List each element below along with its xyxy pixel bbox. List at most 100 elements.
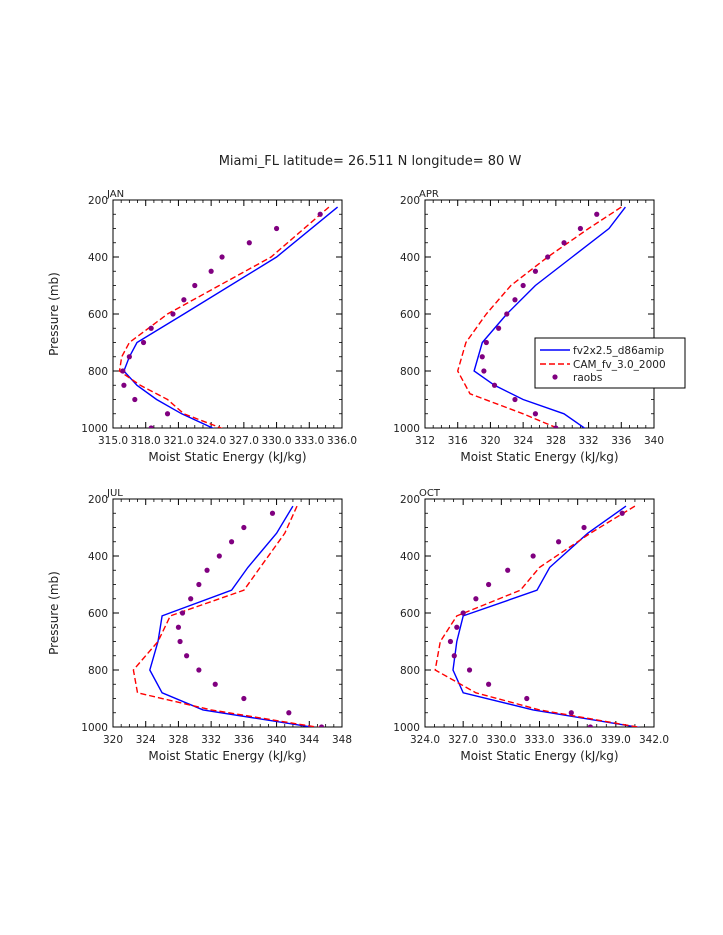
raob-point <box>545 254 551 260</box>
raob-point <box>121 382 127 388</box>
raob-point <box>451 653 457 659</box>
plot-frame-jan <box>112 199 343 429</box>
x-tick-label: 330.0 <box>486 734 516 746</box>
panel-jul: JUL 320 324 328 332 336 340 344 348 200 400 600 800 1… <box>47 488 352 763</box>
x-tick-label: 328 <box>546 435 566 447</box>
legend-label-raobs: raobs <box>573 372 602 384</box>
x-tick-label: 315.0 <box>98 435 128 447</box>
x-tick-label: 328 <box>168 734 188 746</box>
raob-point <box>126 354 132 360</box>
raob-point <box>241 524 247 531</box>
raob-point <box>192 282 198 289</box>
y-tick-label: 1000 <box>81 423 108 435</box>
x-tick-label: 332 <box>201 734 221 746</box>
raob-point <box>568 710 574 716</box>
raob-point <box>196 667 202 673</box>
legend-box <box>534 337 686 389</box>
raob-point <box>594 211 600 217</box>
x-tick-label: 316 <box>448 435 468 447</box>
raob-point <box>208 268 214 274</box>
y-tick-label: 400 <box>400 551 420 563</box>
series-line-fv2x2-5-d86amip <box>123 206 339 428</box>
raob-point <box>318 724 325 727</box>
series-line-cam-fv-3-0-2000 <box>118 206 330 428</box>
series-line-cam-fv-3-0-2000 <box>434 505 642 727</box>
x-tick-label: 318.0 <box>131 435 161 447</box>
raob-point <box>481 368 487 374</box>
plot-area-jul <box>132 505 325 727</box>
x-tick-label: 333.0 <box>294 435 324 447</box>
raob-point <box>196 581 202 588</box>
raob-point <box>473 596 479 602</box>
y-tick-label: 1000 <box>393 722 420 734</box>
y-axis-title-jan: Pressure (mb) <box>47 272 61 356</box>
raob-point <box>216 553 222 559</box>
x-axis-title-jul: Moist Static Energy (kJ/kg) <box>148 749 306 763</box>
y-tick-label: 800 <box>400 665 420 677</box>
series-line-cam-fv-3-0-2000 <box>456 206 622 428</box>
x-tick-label: 327.0 <box>448 734 478 746</box>
raob-point <box>486 681 492 687</box>
plot-area-oct <box>434 505 642 727</box>
plot-frame-oct <box>424 498 655 728</box>
x-tick-label: 330.0 <box>262 435 292 447</box>
raob-point <box>553 425 559 428</box>
x-tick-label: 336 <box>234 734 254 746</box>
raob-point <box>520 282 526 289</box>
x-tick-label: 324.0 <box>410 734 440 746</box>
x-tick-label: 321.0 <box>163 435 193 447</box>
raob-point <box>170 311 176 317</box>
raob-point <box>177 638 183 645</box>
raob-point <box>273 225 280 232</box>
figure-title: Miami_FL latitude= 26.511 N longitude= 8… <box>219 154 522 169</box>
panel-oct: OCT 324.0 327.0 330.0 333.0 336.0 339.0 342.0 20… <box>393 488 669 763</box>
x-tick-label: 324 <box>513 435 533 447</box>
raob-point <box>447 638 454 645</box>
raob-point <box>212 681 218 687</box>
x-tick-label: 336.0 <box>563 734 593 746</box>
raob-point <box>483 339 489 346</box>
raob-point <box>175 624 182 630</box>
x-tick-label: 340 <box>267 734 287 746</box>
x-tick-label: 324 <box>136 734 156 746</box>
x-tick-label: 327.0 <box>229 435 259 447</box>
raob-point <box>148 425 154 428</box>
legend-swatch-raobs <box>552 374 558 380</box>
raob-point <box>587 724 593 727</box>
x-tick-label: 339.0 <box>601 734 631 746</box>
y-axis-title-jul: Pressure (mb) <box>47 571 61 655</box>
raob-point <box>512 396 518 403</box>
series-line-fv2x2-5-d86amip <box>473 206 626 428</box>
raob-point <box>460 610 466 616</box>
plot-area-apr <box>456 206 626 428</box>
raob-point <box>619 510 625 516</box>
raob-point <box>317 211 323 217</box>
series-line-cam-fv-3-0-2000 <box>132 505 321 727</box>
x-tick-label: 340 <box>644 435 664 447</box>
raob-point <box>496 325 502 331</box>
y-tick-label: 800 <box>88 665 108 677</box>
x-axis-title-oct: Moist Static Energy (kJ/kg) <box>460 749 618 763</box>
raob-point <box>505 567 511 573</box>
x-tick-label: 333.0 <box>524 734 554 746</box>
raob-point <box>269 510 276 516</box>
raob-point <box>561 240 567 246</box>
raob-point <box>140 339 147 346</box>
raob-point <box>164 411 171 417</box>
raob-point <box>286 710 292 716</box>
raob-point <box>148 325 154 331</box>
raob-point <box>491 382 498 388</box>
x-tick-label: 332 <box>579 435 599 447</box>
y-tick-label: 800 <box>400 366 420 378</box>
y-tick-label: 600 <box>400 309 420 321</box>
x-axis-title-apr: Moist Static Energy (kJ/kg) <box>460 450 618 464</box>
panel-apr: APR 312 316 320 324 328 332 336 340 200 400 600 800 1… <box>393 189 664 464</box>
raob-point <box>241 695 247 702</box>
raob-point <box>581 524 587 531</box>
raob-point <box>454 624 460 630</box>
panel-label-oct: OCT <box>419 488 441 499</box>
x-tick-label: 324.0 <box>196 435 226 447</box>
raob-point <box>204 567 210 573</box>
raob-point <box>512 297 518 303</box>
legend-label-cam: CAM_fv_3.0_2000 <box>573 359 666 371</box>
